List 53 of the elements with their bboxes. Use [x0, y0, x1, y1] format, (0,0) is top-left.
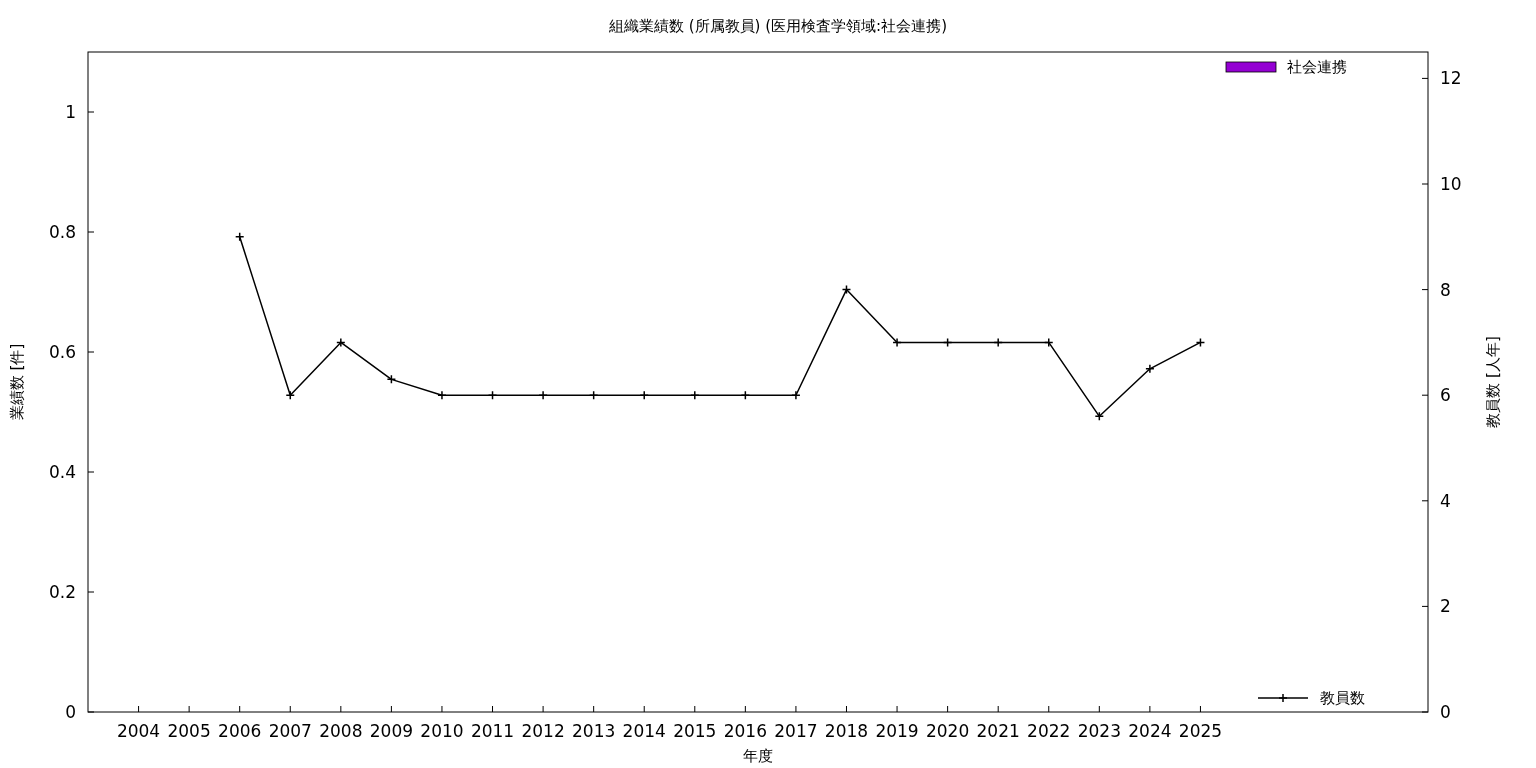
legend-label: 社会連携 — [1287, 58, 1347, 76]
y-tick-label: 1 — [65, 102, 76, 122]
x-tick-label: 2012 — [521, 721, 565, 741]
y2-tick-label: 2 — [1440, 596, 1451, 617]
point — [993, 337, 1003, 348]
point — [791, 390, 801, 400]
x-tick-label: 2023 — [1077, 721, 1121, 741]
x-tick-label: 2025 — [1178, 721, 1223, 741]
y-tick-label: 0 — [65, 702, 76, 722]
x-tick-label: 2004 — [116, 721, 161, 741]
point — [336, 337, 346, 348]
y2-tick-label: 6 — [1440, 385, 1451, 406]
point — [437, 390, 447, 400]
x-tick-label: 2009 — [369, 721, 414, 741]
x-tick-label: 2019 — [875, 721, 919, 741]
x-tick-label: 2008 — [319, 721, 363, 741]
point — [487, 390, 498, 400]
y2-tick-label: 10 — [1440, 174, 1462, 194]
y-tick-label: 0.2 — [48, 582, 76, 602]
x-tick-label: 2021 — [976, 721, 1020, 741]
y2-tick-label: 0 — [1440, 702, 1451, 722]
x-tick-label: 2011 — [470, 721, 515, 741]
x-tick-label: 2020 — [925, 721, 970, 741]
y2-tick-label: 8 — [1440, 279, 1451, 300]
point — [1044, 337, 1054, 348]
x-tick-label: 2024 — [1128, 721, 1172, 741]
x-tick-label: 2017 — [774, 721, 818, 741]
x-tick-label: 2013 — [572, 721, 616, 741]
point — [892, 337, 902, 348]
y2-tick-label: 4 — [1440, 490, 1451, 511]
x-tick-label: 2007 — [268, 721, 312, 741]
x-tick-label: 2006 — [218, 721, 262, 741]
chart-title: 組織業績数 (所属教員) (医用検査学領域:社会連携) — [608, 17, 947, 35]
x-tick-label: 2010 — [420, 721, 464, 741]
point — [1145, 364, 1155, 374]
point — [740, 390, 751, 400]
point — [285, 390, 296, 400]
y2-tick-label: 12 — [1440, 68, 1462, 89]
x-tick-label: 2014 — [622, 721, 666, 741]
x-tick-label: 2016 — [723, 721, 767, 741]
point — [588, 390, 599, 400]
y-tick-label: 0.8 — [48, 222, 76, 242]
point — [234, 232, 245, 242]
x-tick-label: 2015 — [673, 721, 717, 741]
x-axis-title: 年度 — [743, 747, 773, 765]
legend-label: 教員数 — [1320, 689, 1365, 707]
y2-axis-title: 教員数 [人年] — [1484, 336, 1502, 428]
y-tick-label: 0.4 — [48, 462, 76, 482]
x-tick-label: 2005 — [167, 721, 211, 741]
y-tick-label: 0.6 — [48, 342, 76, 362]
x-tick-label: 2018 — [824, 721, 869, 741]
y-axis-title: 業績数 [件] — [8, 343, 26, 421]
x-tick-label: 2022 — [1027, 721, 1071, 741]
